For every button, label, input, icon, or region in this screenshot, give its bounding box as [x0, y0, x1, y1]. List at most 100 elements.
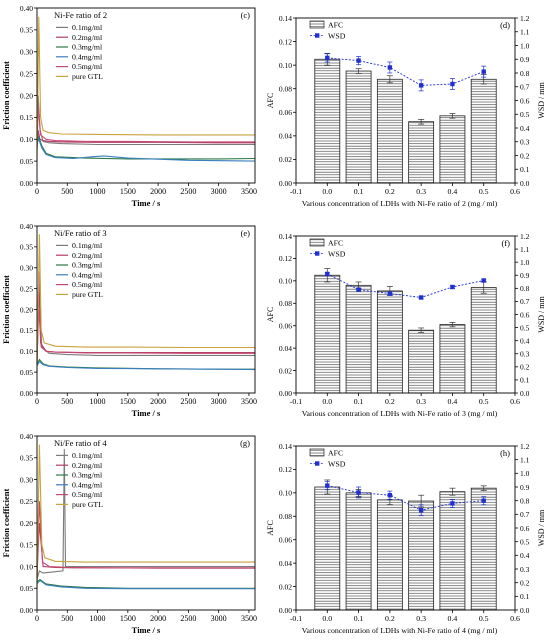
- x-tick-label: 1000: [90, 614, 106, 623]
- panel-label: (d): [500, 20, 510, 30]
- y2-tick-label: 0.8: [520, 284, 530, 293]
- legend-entry: pure GTL: [72, 290, 103, 299]
- wsd-point: [450, 501, 455, 506]
- y-tick-label: 0.25: [20, 69, 33, 78]
- y-tick-label: 0.10: [20, 562, 33, 571]
- y-tick-label: 0.12: [279, 254, 292, 263]
- y2-tick-label: 1.1: [520, 28, 530, 37]
- x-tick-label: 3500: [241, 187, 257, 196]
- legend-entry: 0.3mg/ml: [72, 261, 103, 270]
- y2-tick-label: 1.2: [520, 442, 530, 451]
- y2-axis-label: WSD / mm: [537, 509, 546, 546]
- x-tick-label: 0.1: [354, 397, 364, 406]
- y2-tick-label: 0.7: [520, 83, 530, 92]
- x-tick-label: 3000: [211, 187, 227, 196]
- x-tick-label: 2500: [180, 397, 196, 406]
- y2-tick-label: 0.9: [520, 271, 530, 280]
- x-tick-label: 3000: [211, 614, 227, 623]
- y-tick-label: 0.05: [20, 157, 33, 166]
- x-tick-label: 0.3: [416, 614, 426, 623]
- x-tick-label: 1000: [90, 397, 106, 406]
- y-tick-label: 0.35: [20, 26, 33, 35]
- afc-bar: [408, 329, 435, 394]
- y2-tick-label: 0.4: [520, 551, 530, 560]
- afc-bar: [314, 58, 341, 184]
- x-tick-label: 0.6: [510, 397, 520, 406]
- wsd-line: [327, 273, 484, 298]
- series-line-4: [36, 360, 256, 371]
- y2-tick-label: 1.2: [520, 232, 530, 241]
- legend-entry: 0.4mg/ml: [72, 480, 103, 489]
- panel-label: (e): [241, 228, 251, 238]
- y-tick-label: 0.06: [279, 322, 292, 331]
- y-tick-label: 0.25: [20, 284, 33, 293]
- y2-tick-label: 0.5: [520, 323, 530, 332]
- y2-tick-label: 1.0: [520, 469, 530, 478]
- x-tick-label: 0: [35, 187, 39, 196]
- y2-tick-label: 0.4: [520, 124, 530, 133]
- y2-tick-label: 0.6: [520, 524, 530, 533]
- y2-tick-label: 0.7: [520, 297, 530, 306]
- x-tick-label: 0.0: [322, 397, 332, 406]
- y2-tick-label: 0.4: [520, 336, 530, 345]
- y-tick-label: 0.35: [20, 454, 33, 463]
- y-tick-label: 0.30: [20, 264, 33, 273]
- afc-bar: [408, 121, 435, 184]
- x-tick-label: 0.5: [479, 397, 489, 406]
- y2-tick-label: 0.2: [520, 151, 530, 160]
- legend-entry: 0.2mg/ml: [72, 461, 103, 470]
- legend-swatch: [309, 20, 325, 29]
- afc-bar: [314, 274, 341, 394]
- y2-tick-label: 1.1: [520, 455, 530, 464]
- y-tick-label: 0.40: [20, 432, 33, 441]
- y2-tick-label: 0.5: [520, 537, 530, 546]
- series-line-1: [36, 449, 255, 580]
- afc-wsd-panel-f: -0.1 0.0 0.1 0.2 0.3 0.4 0.5 0.6 0.00 0.02 0.04 0.0…: [266, 232, 546, 418]
- wsd-point: [356, 490, 361, 495]
- y2-tick-label: 0.0: [520, 389, 530, 398]
- afc-bar: [439, 324, 466, 394]
- y-tick-label: 0.08: [279, 299, 292, 308]
- panel-label: (h): [500, 448, 510, 458]
- x-tick-label: 0.3: [416, 187, 426, 196]
- afc-bar: [314, 486, 341, 611]
- y2-tick-label: 0.7: [520, 510, 530, 519]
- series-line-3: [36, 135, 256, 160]
- y-tick-label: 0.14: [279, 442, 292, 451]
- y-tick-label: 0.02: [279, 582, 292, 591]
- y-tick-label: 0.04: [279, 132, 292, 141]
- y-tick-label: 0.30: [20, 48, 33, 57]
- x-tick-label: 2500: [180, 187, 196, 196]
- y-tick-label: 0.15: [20, 326, 33, 335]
- friction-panel-c: 0 500 1000 1500 2000 2500 3000 3500 0.00 0.05 0.10…: [1, 4, 257, 208]
- plot-frame: [36, 435, 256, 611]
- y2-axis-label: WSD / mm: [537, 296, 546, 333]
- legend-entry: 0.1mg/ml: [72, 23, 103, 32]
- y-axis-label: AFC: [266, 93, 275, 109]
- y-tick-label: 0.05: [20, 584, 33, 593]
- y-tick-label: 0.10: [279, 61, 292, 70]
- wsd-point: [418, 295, 424, 300]
- x-tick-label: 2000: [150, 614, 166, 623]
- x-axis-label: Various concentration of LDHs with Ni-Fe…: [302, 409, 498, 418]
- y-tick-label: 0.20: [20, 305, 33, 314]
- afc-bar: [470, 287, 497, 394]
- legend-entry: 0.1mg/ml: [72, 451, 103, 460]
- y-axis-label: Friction coefficient: [1, 275, 11, 344]
- x-tick-label: 1000: [90, 187, 106, 196]
- y-tick-label: 0.05: [20, 368, 33, 377]
- x-tick-label: 0.3: [416, 397, 426, 406]
- wsd-point: [450, 81, 455, 87]
- y2-tick-label: 0.1: [520, 592, 530, 601]
- x-tick-label: -0.1: [290, 187, 302, 196]
- y2-tick-label: 1.0: [520, 41, 530, 50]
- wsd-point: [481, 498, 486, 503]
- y-tick-label: 0.00: [279, 389, 292, 398]
- legend-swatch: [309, 448, 325, 457]
- y-tick-label: 0.10: [279, 489, 292, 498]
- panel-label: (f): [502, 238, 511, 248]
- y-tick-label: 0.10: [20, 347, 33, 356]
- y2-tick-label: 0.3: [520, 565, 530, 574]
- y2-tick-label: 0.5: [520, 110, 530, 119]
